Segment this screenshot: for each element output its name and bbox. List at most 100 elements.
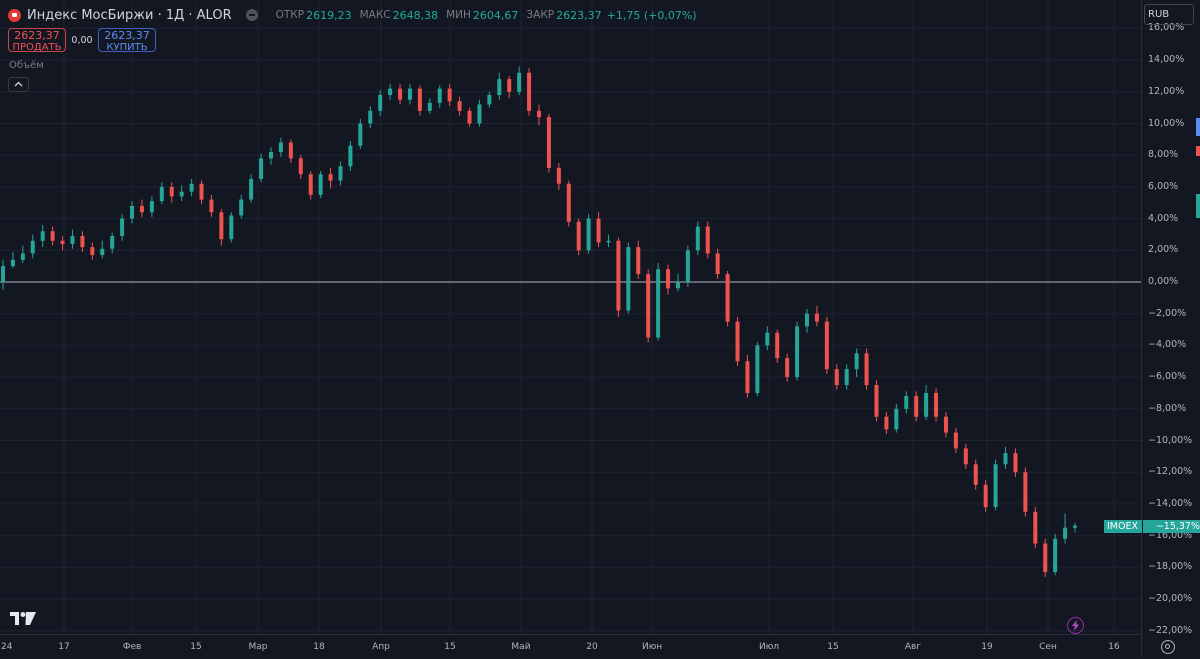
chart-pane[interactable]: Индекс МосБиржи · 1Д · ALOR ОТКР 2619,23…	[0, 0, 1141, 634]
candle	[1023, 467, 1028, 517]
price-tick-label: −4,00%	[1148, 339, 1187, 351]
candle-body	[666, 269, 671, 289]
tradingview-logo-icon[interactable]	[10, 612, 36, 626]
candle-body	[1023, 472, 1028, 512]
visibility-toggle-icon[interactable]	[245, 9, 258, 21]
candle-body	[457, 101, 462, 111]
exchange-logo-icon	[8, 8, 21, 22]
candle	[1073, 522, 1077, 533]
candle	[884, 411, 889, 435]
candle	[834, 364, 839, 390]
candle	[894, 404, 899, 433]
candle	[219, 209, 224, 246]
lightning-icon[interactable]	[1067, 617, 1084, 634]
candle	[656, 262, 661, 341]
candle	[239, 194, 244, 219]
candle	[983, 480, 988, 512]
candle	[229, 212, 234, 243]
candle	[417, 85, 422, 116]
candle	[427, 98, 432, 114]
candle-body	[417, 88, 422, 111]
candle-body	[765, 332, 770, 346]
time-tick-label: Июл	[759, 642, 780, 652]
candle-body	[834, 369, 839, 386]
candle	[1013, 448, 1018, 477]
open-value: 2619,23	[306, 8, 352, 22]
candle	[556, 163, 561, 191]
candle-body	[546, 117, 551, 168]
price-tick-label: −18,00%	[1148, 561, 1193, 573]
candlestick-chart[interactable]	[0, 0, 1141, 634]
candle	[943, 411, 948, 438]
time-tick-label: 20	[586, 642, 598, 652]
candle-body	[378, 94, 383, 111]
price-tick-label: −14,00%	[1148, 497, 1193, 509]
sell-button[interactable]: 2623,37 ПРОДАТЬ	[8, 28, 66, 53]
price-tick-label: −6,00%	[1148, 371, 1187, 383]
price-tick-label: 2,00%	[1148, 244, 1179, 256]
candle-body	[844, 369, 849, 386]
candle	[328, 167, 333, 189]
candle-body	[298, 158, 303, 175]
candle	[765, 326, 770, 351]
candle-body	[1013, 453, 1018, 473]
candle	[844, 364, 849, 390]
candle	[1033, 507, 1038, 549]
candle	[805, 308, 809, 333]
change-value: +1,75 (+0,07%)	[606, 8, 697, 22]
candle	[368, 106, 373, 129]
candle-body	[596, 218, 601, 243]
candle-body	[963, 448, 968, 465]
collapse-button[interactable]	[8, 77, 29, 92]
time-axis[interactable]: 24 17 Фев 15 Мар 18 Апр 15 Май 20 Июн Июл 15 Авг 19 Сен…	[0, 634, 1141, 659]
candle	[785, 353, 790, 382]
symbol-title[interactable]: Индекс МосБиржи · 1Д · ALOR	[27, 7, 232, 23]
candle	[259, 153, 264, 183]
candle-body	[924, 392, 929, 417]
candle-body	[914, 396, 919, 417]
candle	[914, 391, 919, 422]
candle-body	[874, 385, 879, 417]
candle-body	[30, 240, 35, 254]
candle-body	[735, 321, 740, 362]
buy-button[interactable]: 2623,37 КУПИТЬ	[98, 28, 156, 53]
currency-button[interactable]: RUB	[1144, 4, 1194, 25]
settings-gear-icon[interactable]	[1161, 640, 1175, 654]
price-axis[interactable]: 16,00% 14,00% 12,00% 10,00% 8,00% 6,00% 4,00% 2…	[1141, 0, 1200, 658]
candle-body	[785, 358, 790, 378]
candle	[636, 240, 641, 279]
candle-body	[725, 274, 730, 322]
time-tick-label: 15	[190, 642, 202, 652]
candle	[1003, 446, 1008, 470]
candle-body	[1033, 511, 1038, 544]
time-tick-label: Май	[511, 642, 531, 652]
sell-label: ПРОДАТЬ	[12, 42, 62, 53]
candle-body	[278, 142, 283, 153]
candle	[447, 83, 452, 107]
candle	[745, 354, 750, 398]
candle	[507, 75, 512, 99]
candle	[90, 242, 95, 260]
candle-body	[229, 215, 234, 240]
candle-body	[288, 142, 293, 159]
candle-body	[328, 174, 333, 181]
candle-body	[318, 174, 323, 195]
candle-body	[943, 416, 948, 433]
price-tick-label: 8,00%	[1148, 149, 1179, 161]
candle-body	[179, 191, 184, 197]
candle	[814, 305, 819, 327]
candle	[20, 245, 25, 263]
candle-body	[80, 236, 85, 248]
candle	[715, 248, 720, 279]
candle	[795, 321, 800, 381]
candle	[874, 380, 879, 422]
time-tick-label: Апр	[372, 642, 390, 652]
candle-body	[527, 72, 532, 111]
candle	[179, 185, 184, 202]
candle-body	[1003, 453, 1008, 465]
candle-body	[407, 88, 412, 100]
candle-body	[348, 145, 353, 167]
candle-body	[447, 88, 452, 102]
candle	[626, 242, 631, 314]
candle	[318, 171, 323, 198]
